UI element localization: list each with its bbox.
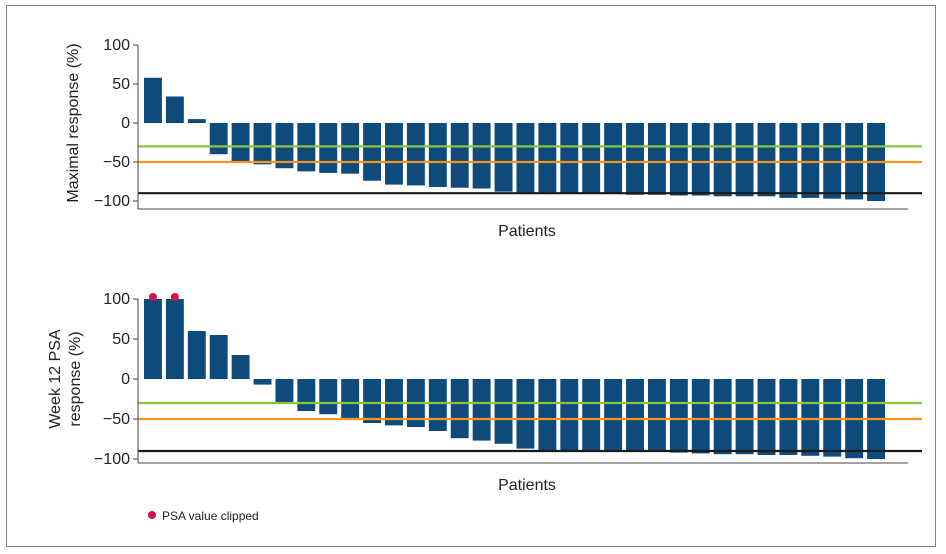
x-axis-label: Patients [498,223,556,240]
bar [428,379,447,431]
clip-marker [170,293,179,301]
bar [428,123,447,187]
bar [757,123,776,197]
y-axis-label: Maximal response (%) [65,43,82,202]
y-axis-label-line: response (%) [67,331,84,426]
bar [341,123,360,174]
bar [538,123,557,193]
bar [582,123,601,194]
legend-label: PSA value clipped [162,509,259,523]
bar [647,123,666,195]
bar [582,379,601,451]
bar [801,123,820,198]
bar [494,123,513,192]
bar [823,379,842,457]
y-tick-label: 50 [112,76,130,93]
y-tick-label: 0 [121,371,130,388]
x-axis-label: Patients [498,477,556,494]
bar [319,379,338,415]
y-axis-label-line: Maximal response (%) [65,43,82,202]
legend-clip-marker [148,511,156,519]
bar [231,123,250,162]
bar [713,379,732,455]
bar [713,123,732,197]
y-tick-label: 0 [121,115,130,132]
bar [144,77,162,123]
bar [516,123,535,193]
bar [297,379,316,411]
bar [626,379,644,451]
bar [779,123,798,198]
bar [363,123,382,181]
bar [319,123,338,173]
bar [735,123,754,197]
bar [626,123,644,195]
bar [669,379,688,453]
bar [231,355,250,379]
bar [363,379,382,423]
y-tick-label: −100 [94,451,130,468]
bar [779,379,798,455]
y-tick-label: 50 [112,331,130,348]
bar [823,123,842,199]
bar [209,123,228,155]
bar [604,379,623,451]
bar [735,379,754,455]
bar [385,123,403,185]
bar [341,379,360,419]
maximal-response-panel: 100 50 0 −50 −100 Patients Maximal response (%… [65,37,922,240]
y-tick-label: −100 [94,193,130,210]
bar [209,335,228,379]
bar [647,379,666,452]
bar [144,299,162,379]
bar [450,379,469,439]
bar [538,379,557,451]
bar [275,379,294,403]
bar [604,123,623,194]
y-tick-label: 100 [103,37,130,54]
bar [450,123,469,188]
bar [253,379,272,385]
y-axis-label-line: Week 12 PSA [47,329,64,429]
legend: PSA value clipped [148,509,259,523]
bar [472,379,491,441]
bar [472,123,491,189]
y-tick-label: −50 [103,411,130,428]
bar [560,123,579,194]
clip-marker [148,293,157,301]
bar [165,299,184,379]
bar [516,379,535,449]
week12-psa-response-panel: 100 50 0 −50 −100 Patients Week 12 PSA response… [47,291,922,494]
bar [801,379,820,456]
bar [253,123,272,165]
y-tick-label: 100 [103,291,130,308]
bar [691,379,710,454]
bar [406,123,425,186]
bar [187,119,206,123]
y-tick-label: −50 [103,154,130,171]
bar [165,96,184,123]
y-axis-label: Week 12 PSA response (%) [47,329,84,429]
bar [691,123,710,196]
bar [757,379,776,455]
bar [494,379,513,444]
bar [560,379,579,451]
bar [669,123,688,196]
bar [187,331,206,379]
